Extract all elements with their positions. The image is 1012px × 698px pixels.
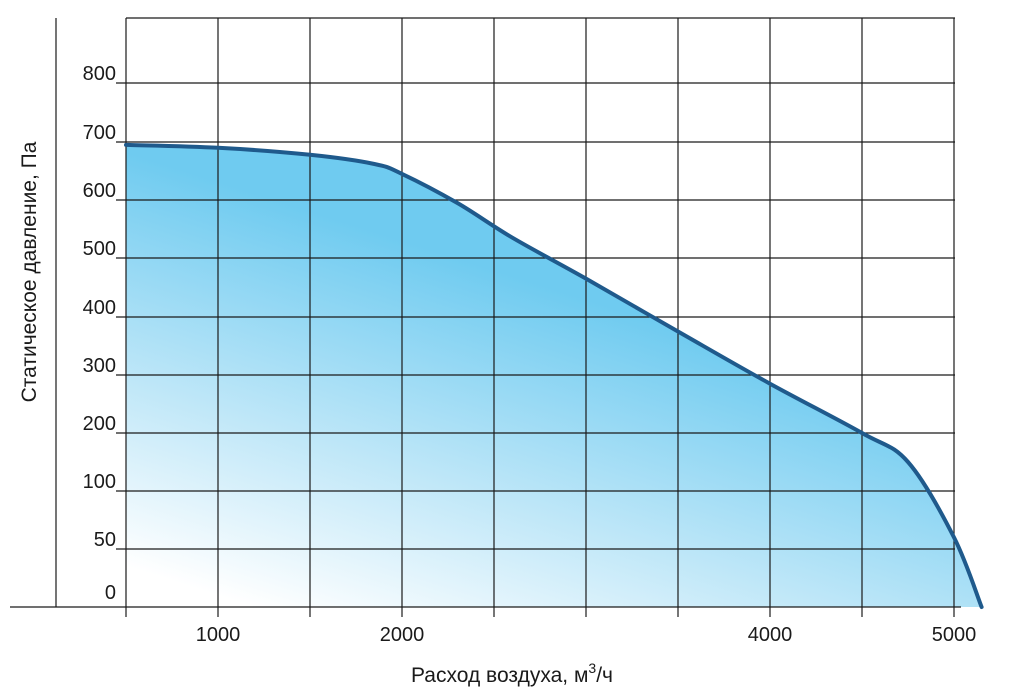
y-tick-label: 200 xyxy=(83,413,116,435)
area-fill-layer xyxy=(126,144,982,607)
y-tick-label: 800 xyxy=(83,63,116,85)
y-tick-label: 600 xyxy=(83,180,116,202)
x-axis-title-tail: /ч xyxy=(596,664,613,687)
y-tick-label: 500 xyxy=(83,238,116,260)
y-tick-label: 400 xyxy=(83,297,116,319)
x-axis-title-sup: 3 xyxy=(588,660,596,676)
x-tick-label: 1000 xyxy=(196,624,241,646)
y-tick-label: 300 xyxy=(83,355,116,377)
curve-area-fill xyxy=(126,144,982,607)
grid-layer xyxy=(10,17,961,617)
tick-label-layer: 0 50 100 200 300 400 500 600 700 800 1000 2000 4000 5… xyxy=(83,63,977,646)
y-tick-label: 50 xyxy=(94,529,116,551)
x-axis-title-main: Расход воздуха, м xyxy=(411,664,588,687)
y-tick-label: 100 xyxy=(83,471,116,493)
x-tick-label: 4000 xyxy=(748,624,793,646)
x-tick-label: 5000 xyxy=(932,624,977,646)
y-axis-title: Статическое давление, Па xyxy=(18,141,41,402)
y-tick-label: 0 xyxy=(105,582,116,604)
x-tick-label: 2000 xyxy=(380,624,425,646)
curve-layer xyxy=(124,142,984,609)
x-axis-title: Расход воздуха, м3/ч xyxy=(411,660,613,687)
y-tick-label: 700 xyxy=(83,122,116,144)
curve-line xyxy=(124,142,984,609)
